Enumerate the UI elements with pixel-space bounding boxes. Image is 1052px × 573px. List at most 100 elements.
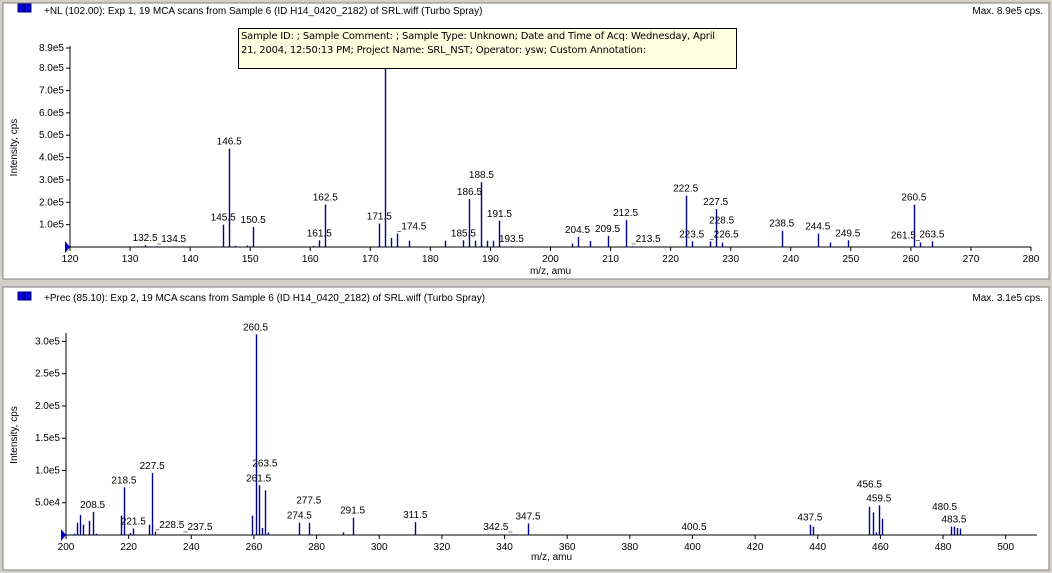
x-tick-label: 210 [602, 254, 619, 265]
peak-label: 145.5 [211, 213, 236, 224]
x-tick-label: 300 [371, 542, 388, 553]
series-color-icon [17, 3, 32, 13]
x-tick-label: 270 [963, 254, 980, 265]
peak-label: 400.5 [682, 522, 707, 533]
peak-label: 193.5 [499, 234, 524, 245]
baseline-marker-icon [61, 529, 66, 541]
x-tick-label: 320 [434, 542, 451, 553]
peak-label: 222.5 [673, 184, 698, 195]
y-tick-label: 1.5e5 [35, 433, 60, 444]
peak-label: 456.5 [857, 480, 882, 491]
y-tick-label: 7.0e5 [39, 85, 64, 96]
y-tick-label: 8.0e5 [39, 63, 64, 74]
panel-title: +Prec (85.10): Exp 2, 19 MCA scans from … [44, 293, 485, 304]
y-tick-label: 4.0e5 [39, 153, 64, 164]
y-axis-label: Intensity, cps [9, 119, 20, 177]
peak-label: 188.5 [469, 170, 494, 181]
x-tick-label: 380 [621, 542, 638, 553]
y-axis-label: Intensity, cps [9, 406, 20, 464]
x-tick-label: 140 [182, 254, 199, 265]
y-tick-label: 2.0e5 [35, 401, 60, 412]
peak-label: 238.5 [769, 219, 794, 230]
peak-label: 218.5 [111, 475, 136, 486]
peak-label: 227.5 [140, 461, 165, 472]
panel-title: +NL (102.00): Exp 1, 19 MCA scans from S… [44, 6, 482, 17]
x-tick-label: 460 [872, 542, 889, 553]
peak-label: 437.5 [797, 513, 822, 524]
x-tick-label: 220 [662, 254, 679, 265]
peak-label: 186.5 [457, 187, 482, 198]
x-axis-label: m/z, amu [530, 266, 571, 277]
y-tick-label: 2.5e5 [35, 369, 60, 380]
peak-label: 221.5 [121, 517, 146, 528]
peak-label: 249.5 [835, 228, 860, 239]
peak-label: 162.5 [313, 193, 338, 204]
peak-label: 261.5 [246, 473, 271, 484]
peak-label: 161.5 [307, 228, 332, 239]
x-tick-label: 360 [559, 542, 576, 553]
x-tick-label: 200 [542, 254, 559, 265]
peak-label: 209.5 [595, 224, 620, 235]
peak-label: 191.5 [487, 209, 512, 220]
peak-label: 342.5 [483, 522, 508, 533]
series-color-icon [17, 291, 32, 301]
peak-label: 208.5 [80, 500, 105, 511]
x-tick-label: 440 [809, 542, 826, 553]
peak-label: 459.5 [866, 493, 891, 504]
max-intensity-label: Max. 8.9e5 cps. [972, 6, 1043, 17]
x-tick-label: 230 [722, 254, 739, 265]
peak-label: 213.5 [636, 234, 661, 245]
peak-label: 277.5 [296, 496, 321, 507]
peak-label: 174.5 [401, 222, 426, 233]
x-tick-label: 150 [242, 254, 259, 265]
peak-label: 223.5 [679, 229, 704, 240]
peak-label: 244.5 [805, 222, 830, 233]
x-tick-label: 500 [997, 542, 1014, 553]
y-tick-label: 1.0e5 [39, 220, 64, 231]
baseline-marker-icon [65, 241, 70, 253]
peak-label: 480.5 [932, 502, 957, 513]
peak-label: 204.5 [565, 225, 590, 236]
peak-label: 227.5 [703, 197, 728, 208]
x-tick-label: 240 [183, 542, 200, 553]
peak-label: 237.5 [187, 522, 212, 533]
x-tick-label: 400 [684, 542, 701, 553]
y-tick-label: 3.0e5 [39, 175, 64, 186]
y-tick-label: 6.0e5 [39, 108, 64, 119]
y-tick-label: 5.0e5 [39, 130, 64, 141]
x-tick-label: 340 [496, 542, 513, 553]
peak-label: 263.5 [919, 229, 944, 240]
x-axis-label: m/z, amu [531, 552, 572, 563]
peak-label: 228.5 [159, 520, 184, 531]
peak-label: 347.5 [515, 511, 540, 522]
peak-label: 260.5 [243, 322, 268, 333]
x-tick-label: 480 [935, 542, 952, 553]
y-tick-label: 2.0e5 [39, 197, 64, 208]
y-tick-label: 5.0e4 [35, 498, 60, 509]
y-tick-label: 1.0e5 [35, 465, 60, 476]
peak-label: 171.5 [367, 212, 392, 223]
x-tick-label: 130 [122, 254, 139, 265]
sample-info-tooltip: Sample ID: ; Sample Comment: ; Sample Ty… [238, 28, 737, 69]
x-tick-label: 190 [482, 254, 499, 265]
x-tick-label: 120 [62, 254, 79, 265]
x-tick-label: 200 [58, 542, 75, 553]
panel-2 [2, 286, 1050, 571]
x-tick-label: 280 [308, 542, 325, 553]
y-tick-label: 3.0e5 [35, 336, 60, 347]
peak-label: 261.5 [891, 231, 916, 242]
peak-label: 274.5 [287, 511, 312, 522]
x-tick-label: 280 [1023, 254, 1040, 265]
max-intensity-label: Max. 3.1e5 cps. [972, 293, 1043, 304]
x-tick-label: 420 [747, 542, 764, 553]
peak-label: 263.5 [252, 458, 277, 469]
x-tick-label: 220 [120, 542, 137, 553]
x-tick-label: 260 [246, 542, 263, 553]
peak-label: 185.5 [451, 228, 476, 239]
y-tick-label: 8.9e5 [39, 43, 64, 54]
x-tick-label: 250 [842, 254, 859, 265]
peak-label: 291.5 [340, 506, 365, 517]
x-tick-label: 180 [422, 254, 439, 265]
x-tick-label: 170 [362, 254, 379, 265]
